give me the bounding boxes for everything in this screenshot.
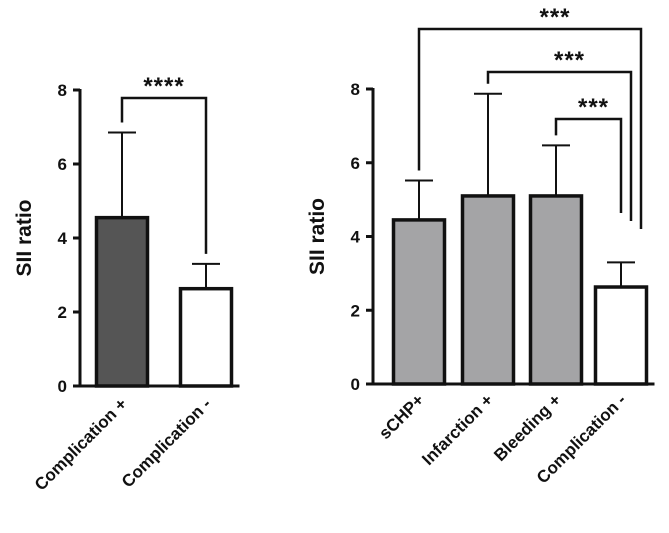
left-significance-stars: **** xyxy=(143,73,184,100)
right-y-tick-label: 8 xyxy=(351,80,360,99)
right-bar-2 xyxy=(460,194,516,386)
left-y-tick-label: 0 xyxy=(58,377,67,396)
right-significance-bracket xyxy=(417,27,643,229)
right-bar-3 xyxy=(528,194,584,386)
right-category-label: sCHP+ xyxy=(375,390,428,443)
left-chart-panel: 0 2 4 6 8 SII ratio Complication +Complication… xyxy=(13,73,240,494)
right-significance-stars: *** xyxy=(539,4,570,31)
left-y-tick-label: 2 xyxy=(58,303,67,322)
left-category-label: Complication - xyxy=(118,394,215,491)
right-y-tick-label: 0 xyxy=(351,375,360,394)
right-y-axis-label: SII ratio xyxy=(306,198,329,275)
left-bar-2 xyxy=(178,286,234,388)
right-category-label: Infarction + xyxy=(418,390,497,469)
right-y-tick-label: 2 xyxy=(351,301,360,320)
right-bar-4 xyxy=(593,285,649,386)
right-bar-1 xyxy=(391,218,447,386)
left-bar-1 xyxy=(94,215,150,388)
right-significance-bracket xyxy=(554,117,623,213)
left-category-label: Complication + xyxy=(31,394,131,494)
right-significance-bracket xyxy=(486,70,633,221)
left-y-axis-label: SII ratio xyxy=(13,199,36,276)
right-y-tick-label: 4 xyxy=(351,228,361,247)
left-significance-bracket xyxy=(120,96,208,254)
right-y-tick-label: 6 xyxy=(351,154,360,173)
right-significance-stars: *** xyxy=(554,47,585,74)
left-y-tick-label: 4 xyxy=(58,229,68,248)
left-y-tick-label: 8 xyxy=(58,81,67,100)
left-y-tick-label: 6 xyxy=(58,155,67,174)
right-significance-stars: *** xyxy=(578,94,609,121)
